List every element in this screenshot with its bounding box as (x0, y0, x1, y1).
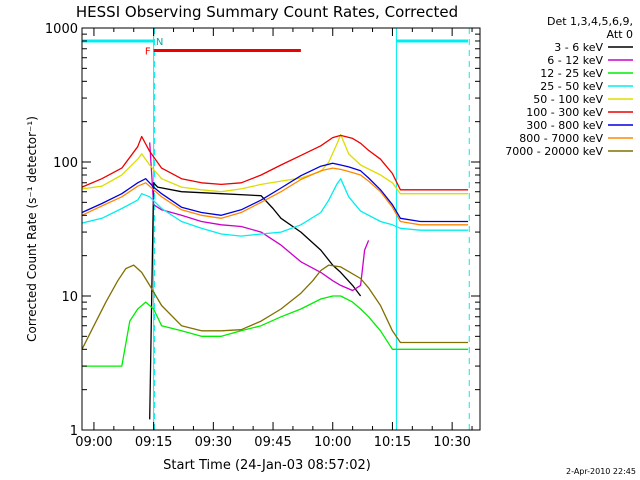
series-line-9 (82, 264, 469, 350)
x-tick-label: 09:45 (254, 435, 291, 450)
series-line-7 (82, 162, 469, 223)
y-tick-label: 1 (70, 424, 78, 439)
series-line-3 (82, 295, 469, 367)
legend-label: 50 - 100 keV (533, 93, 603, 106)
overlays: FN (82, 28, 470, 430)
series-line-1 (149, 182, 362, 420)
x-tick-label: 09:15 (135, 435, 172, 450)
x-tick-label: 09:00 (75, 435, 112, 450)
axes: 09:00 09:15 09:30 09:45 10:00 10:15 10:30 1 10 10… (45, 22, 481, 450)
legend-label: 100 - 300 keV (526, 106, 603, 119)
flag-label: N (156, 37, 163, 48)
flag-bar-label: F (145, 46, 151, 57)
legend-header-line-1: Det 1,3,4,5,6,9, (547, 15, 633, 28)
y-axis-label: Corrected Count Rate (s⁻¹ detector⁻¹) (25, 116, 39, 342)
plot-frame (81, 27, 481, 431)
legend-label: 3 - 6 keV (554, 41, 603, 54)
x-axis-label: Start Time (24-Jan-03 08:57:02) (163, 458, 371, 473)
legend-label: 300 - 800 keV (526, 119, 603, 132)
x-tick-label: 10:00 (314, 435, 351, 450)
x-tick-label: 09:30 (195, 435, 232, 450)
legend-label: 25 - 50 keV (540, 80, 603, 93)
series-line-6 (82, 134, 469, 191)
legend-label: 800 - 7000 keV (519, 132, 603, 145)
y-tick-label: 10 (61, 290, 78, 305)
x-tick-label: 10:15 (374, 435, 411, 450)
y-tick-label: 1000 (45, 22, 78, 37)
legend-label: 7000 - 20000 keV (505, 145, 603, 158)
series-layer (82, 133, 469, 420)
legend-header-line-2: Att 0 (607, 28, 633, 41)
legend-label: 6 - 12 keV (547, 54, 603, 67)
series-line-4 (82, 178, 469, 237)
series-line-5 (82, 133, 469, 195)
legend-label: 12 - 25 keV (540, 67, 603, 80)
y-tick-label: 100 (53, 156, 78, 171)
chart-title: HESSI Observing Summary Count Rates, Cor… (76, 3, 458, 21)
series-line-8 (82, 167, 469, 226)
x-tick-label: 10:30 (433, 435, 470, 450)
series-line-2 (149, 142, 370, 292)
footer-date: 2-Apr-2010 22:45 (566, 467, 636, 476)
